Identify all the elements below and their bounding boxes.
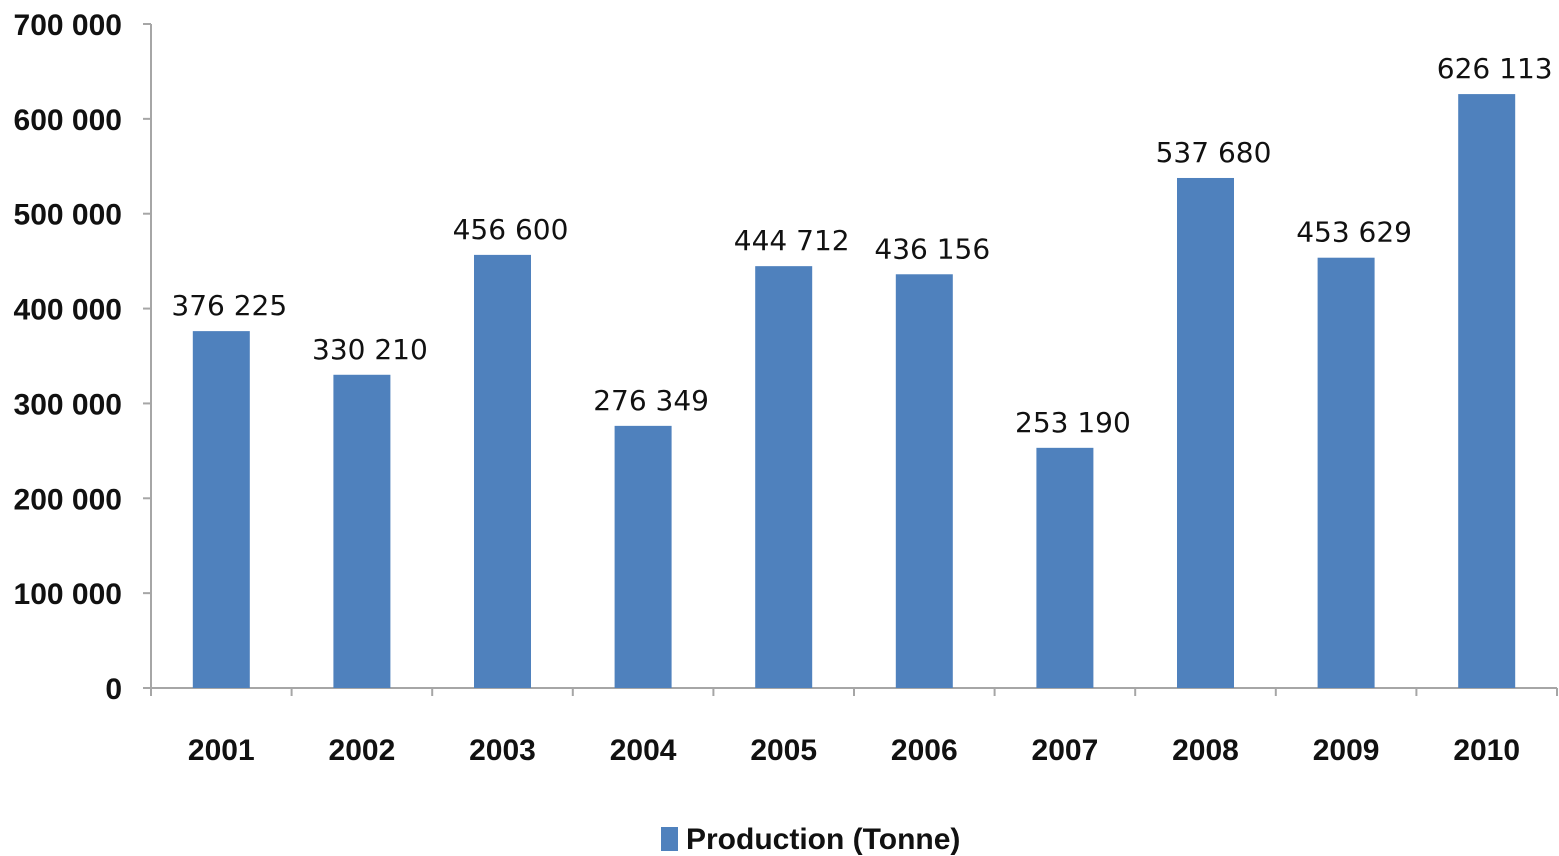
x-axis: 2001 2002 2003 2004 2005 2006 2007 2008 2009 2010 (143, 687, 1558, 767)
legend-swatch (661, 827, 678, 851)
bar-2004 (614, 425, 672, 688)
bar-2006 (895, 274, 953, 688)
data-label-2001: 376 225 (171, 289, 287, 322)
bars (192, 94, 1516, 689)
x-tick-label: 2002 (329, 734, 396, 767)
y-tick-label: 700 000 (14, 9, 122, 42)
legend: Production (Tonne) (661, 823, 960, 856)
data-label-2005: 444 712 (734, 224, 850, 257)
bar-2005 (755, 266, 813, 688)
data-label-2008: 537 680 (1156, 136, 1272, 169)
y-tick-label: 400 000 (14, 294, 122, 327)
data-labels: 376 225 330 210 456 600 276 349 444 712 436 1… (171, 52, 1552, 439)
y-axis: 0 100 000 200 000 300 000 400 000 500 000 600 … (14, 9, 152, 706)
data-label-2002: 330 210 (312, 333, 428, 366)
x-tick-label: 2007 (1032, 734, 1099, 767)
x-tick-label: 2005 (750, 734, 817, 767)
bar-2009 (1317, 257, 1375, 688)
legend-label: Production (Tonne) (686, 823, 960, 856)
x-tick-label: 2009 (1313, 734, 1380, 767)
data-label-2007: 253 190 (1015, 406, 1131, 439)
y-tick-label: 600 000 (14, 104, 122, 137)
y-tick-label: 500 000 (14, 199, 122, 232)
bar-2010 (1458, 94, 1516, 688)
bar-2003 (474, 254, 531, 689)
data-label-2006: 436 156 (874, 232, 990, 265)
y-tick-label: 100 000 (14, 578, 122, 611)
x-tick-label: 2006 (891, 734, 958, 767)
data-label-2003: 456 600 (453, 213, 569, 246)
x-tick-label: 2008 (1172, 734, 1239, 767)
bar-2007 (1036, 447, 1094, 688)
y-tick-label: 200 000 (14, 483, 122, 516)
x-tick-label: 2001 (188, 734, 255, 767)
x-tick-label: 2004 (610, 734, 677, 767)
bar-2002 (333, 374, 391, 688)
data-label-2004: 276 349 (593, 384, 709, 417)
bar-2001 (192, 331, 250, 688)
data-label-2010: 626 113 (1437, 52, 1553, 85)
x-tick-label: 2010 (1453, 734, 1520, 767)
bar-2008 (1177, 177, 1234, 688)
y-tick-label: 300 000 (14, 388, 122, 421)
y-tick-label: 0 (105, 673, 122, 706)
x-tick-label: 2003 (469, 734, 536, 767)
data-label-2009: 453 629 (1296, 216, 1412, 249)
